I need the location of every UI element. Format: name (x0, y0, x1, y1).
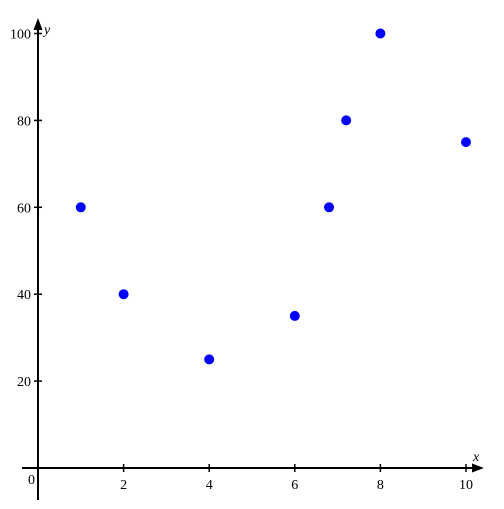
x-tick-label: 2 (120, 478, 127, 493)
origin-label: 0 (28, 473, 35, 488)
data-point (289, 310, 300, 321)
y-tick-label: 40 (17, 288, 31, 303)
x-tick-label: 8 (377, 478, 384, 493)
y-tick-label: 80 (17, 114, 31, 129)
data-point (461, 137, 471, 148)
y-tick-label: 100 (10, 28, 31, 43)
data-point (75, 202, 86, 213)
x-axis-label: x (472, 450, 480, 465)
data-point (204, 354, 215, 365)
data-point (118, 289, 129, 300)
y-axis-label: y (42, 23, 51, 38)
data-point (324, 202, 335, 213)
y-axis-arrow (33, 18, 43, 30)
tick-group: 2 4 6 8 10 20 40 60 80 100 (10, 28, 473, 494)
data-point (341, 115, 352, 126)
x-tick-label: 4 (206, 478, 213, 493)
x-tick-label: 6 (291, 478, 298, 493)
x-tick-label: 10 (459, 478, 473, 493)
y-tick-label: 60 (17, 201, 31, 216)
y-tick-label: 20 (17, 375, 31, 390)
data-points (75, 28, 471, 365)
data-point (375, 28, 386, 39)
x-axis-arrow (472, 463, 484, 473)
